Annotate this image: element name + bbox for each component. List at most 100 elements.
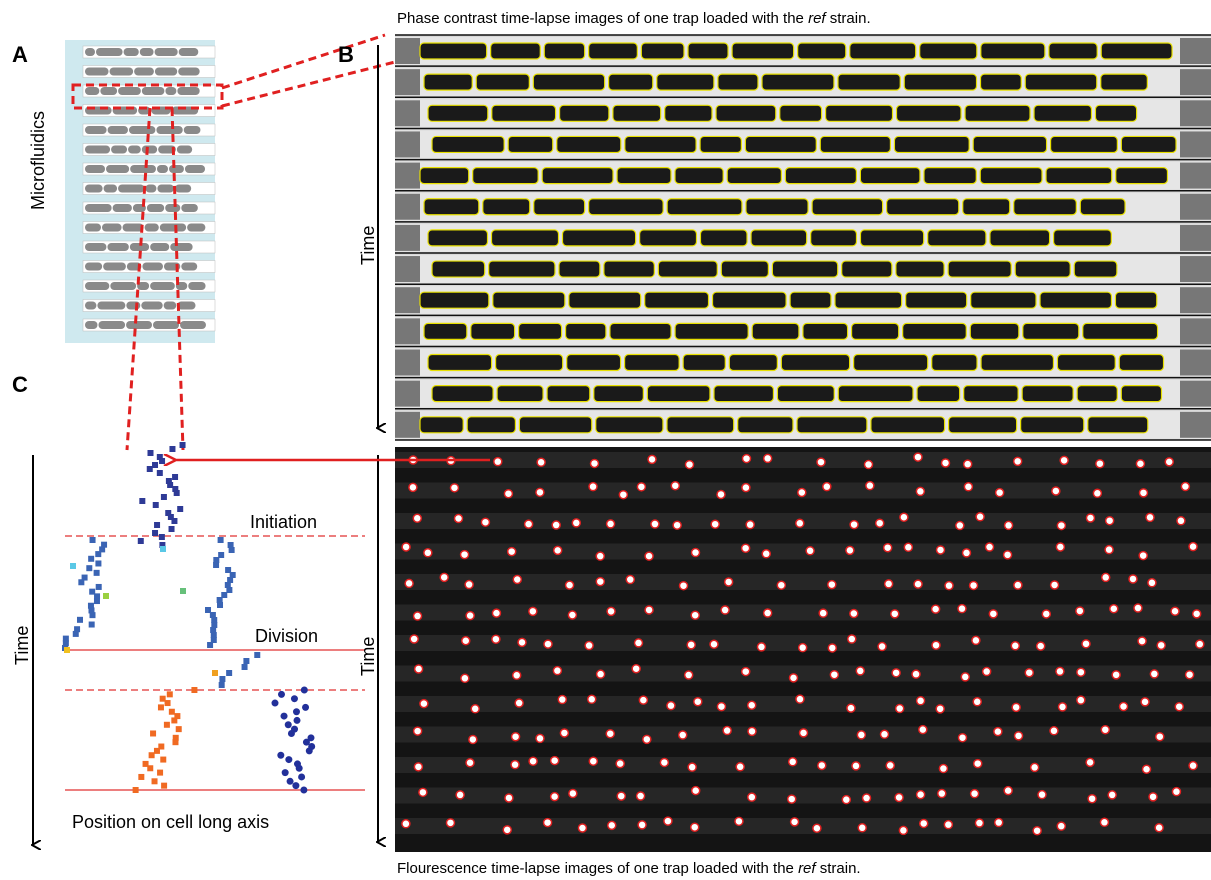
spot <box>958 734 966 742</box>
spot <box>1112 671 1120 679</box>
cell <box>617 168 671 184</box>
cell <box>471 323 515 339</box>
cell <box>897 105 962 121</box>
cell <box>894 136 969 152</box>
spot <box>1102 573 1110 581</box>
spot <box>976 513 984 521</box>
track-point <box>138 774 144 780</box>
cell <box>640 230 697 246</box>
cell <box>428 355 492 371</box>
spot <box>742 484 750 492</box>
track-point <box>226 587 232 593</box>
spot <box>1060 456 1068 464</box>
spot <box>857 731 865 739</box>
spot <box>974 760 982 768</box>
cell-icon <box>102 224 122 232</box>
cell <box>963 199 1010 215</box>
spot <box>964 483 972 491</box>
spot <box>648 455 656 463</box>
cell <box>920 43 977 59</box>
trap-end <box>395 38 420 64</box>
track-point <box>288 730 295 737</box>
cell-icon <box>147 204 164 212</box>
track-point <box>164 722 170 728</box>
track-point <box>169 526 175 532</box>
spot <box>884 544 892 552</box>
cell-icon <box>130 165 156 173</box>
track-point <box>298 773 305 780</box>
cell <box>534 199 585 215</box>
cell <box>797 417 867 433</box>
cell-icon <box>145 185 156 193</box>
spot <box>823 483 831 491</box>
spot <box>1143 765 1151 773</box>
spot <box>936 705 944 713</box>
cell-icon <box>97 302 125 310</box>
spot <box>900 513 908 521</box>
cell <box>887 199 959 215</box>
spot <box>972 636 980 644</box>
cell <box>483 199 530 215</box>
track-point <box>152 778 158 784</box>
spot <box>748 793 756 801</box>
spot <box>1146 513 1154 521</box>
trap-end <box>395 381 420 407</box>
spot <box>818 761 826 769</box>
spot <box>1033 827 1041 835</box>
cell <box>732 43 794 59</box>
track-point <box>95 560 101 566</box>
spot <box>554 546 562 554</box>
cell <box>493 292 565 308</box>
cell <box>752 323 799 339</box>
cell <box>428 230 488 246</box>
spot <box>529 607 537 615</box>
cell <box>924 168 976 184</box>
track-point <box>294 717 301 724</box>
spot <box>508 548 516 556</box>
cell <box>738 417 793 433</box>
cell <box>852 323 899 339</box>
spot <box>1042 610 1050 618</box>
cell <box>932 355 977 371</box>
cell <box>1025 74 1097 90</box>
spot <box>986 543 994 551</box>
cell <box>559 261 600 277</box>
spot <box>566 581 574 589</box>
cell-icon <box>85 263 102 271</box>
spot <box>607 520 615 528</box>
cell <box>928 230 986 246</box>
cell <box>533 74 604 90</box>
spot <box>638 821 646 829</box>
cell <box>1119 355 1163 371</box>
spot <box>607 607 615 615</box>
track-point <box>167 482 173 488</box>
spot <box>691 823 699 831</box>
spot <box>725 578 733 586</box>
track-point <box>103 593 109 599</box>
spot <box>503 826 511 834</box>
spot <box>762 550 770 558</box>
spot <box>617 792 625 800</box>
cell <box>675 323 748 339</box>
track-point <box>271 700 278 707</box>
spot <box>632 665 640 673</box>
track-point <box>287 778 294 785</box>
spot <box>721 606 729 614</box>
cell-icon <box>155 48 178 56</box>
cell-icon <box>164 302 177 310</box>
spot <box>402 543 410 551</box>
spot <box>450 484 458 492</box>
cell <box>467 417 515 433</box>
cell <box>688 43 728 59</box>
spot <box>1093 489 1101 497</box>
spot <box>1108 791 1116 799</box>
cell <box>826 105 893 121</box>
cell <box>492 230 559 246</box>
track-point <box>157 470 163 476</box>
spot <box>1138 637 1146 645</box>
trap-end <box>1180 256 1211 282</box>
cell-icon <box>85 126 107 134</box>
spot <box>1156 733 1164 741</box>
cell-icon <box>184 126 201 134</box>
spot <box>1181 483 1189 491</box>
